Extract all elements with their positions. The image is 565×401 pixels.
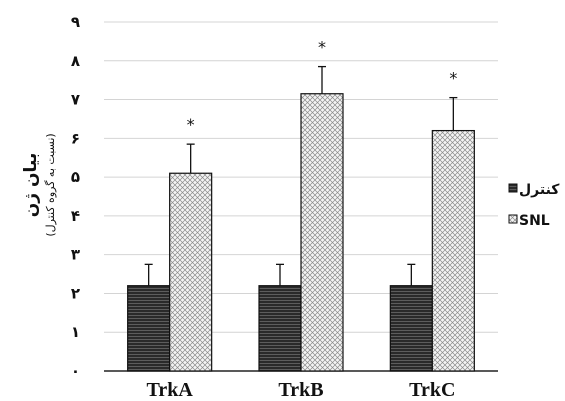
- legend-label-control: کنترل: [519, 182, 560, 198]
- legend-label-snl: SNL: [519, 213, 550, 229]
- y-tick-label: ۵: [71, 168, 80, 186]
- y-tick-labels: ۰ ۱ ۲ ۳ ۴ ۵ ۶ ۷ ۸ ۹: [71, 13, 80, 380]
- significance-marker: *: [318, 38, 326, 57]
- y-axis-sublabel: (نسبت به گروه کنترل): [44, 133, 57, 236]
- bar-trka-snl: [169, 172, 213, 372]
- y-tick-label: ۶: [71, 129, 80, 147]
- x-category-label: TrkC: [409, 379, 455, 401]
- y-tick-label: ۲: [71, 284, 80, 302]
- legend-swatch-snl: [508, 214, 518, 224]
- significance-marker: *: [187, 115, 195, 134]
- bar-trkc-control: [389, 285, 433, 372]
- bar-trkc-snl: [431, 129, 475, 372]
- x-category-label: TrkA: [147, 379, 194, 401]
- y-tick-label: ۴: [71, 207, 80, 225]
- y-axis-label: بیان ژن: [21, 153, 41, 217]
- y-tick-label: ۷: [71, 91, 80, 109]
- bar-trka-control: [127, 285, 171, 372]
- bar-trkb-control: [258, 285, 302, 372]
- y-tick-label: ۳: [71, 246, 80, 264]
- legend-item-control: کنترل: [508, 182, 560, 198]
- legend: کنترل SNL: [508, 182, 560, 229]
- y-tick-label: ۰: [71, 362, 80, 380]
- x-category-labels: TrkA TrkB TrkC: [147, 379, 456, 401]
- y-tick-label: ۱: [71, 323, 80, 341]
- error-bars: [144, 65, 458, 286]
- bars: [127, 93, 475, 372]
- y-axis-title: بیان ژن (نسبت به گروه کنترل): [21, 133, 57, 236]
- legend-swatch-control: [508, 183, 518, 193]
- x-category-label: TrkB: [278, 379, 323, 401]
- y-tick-label: ۹: [71, 13, 80, 31]
- significance-marker: *: [449, 69, 457, 88]
- significance-annotations: * * *: [187, 38, 458, 135]
- bar-trkb-snl: [300, 93, 344, 372]
- y-tick-label: ۸: [71, 52, 80, 70]
- legend-item-snl: SNL: [508, 213, 550, 229]
